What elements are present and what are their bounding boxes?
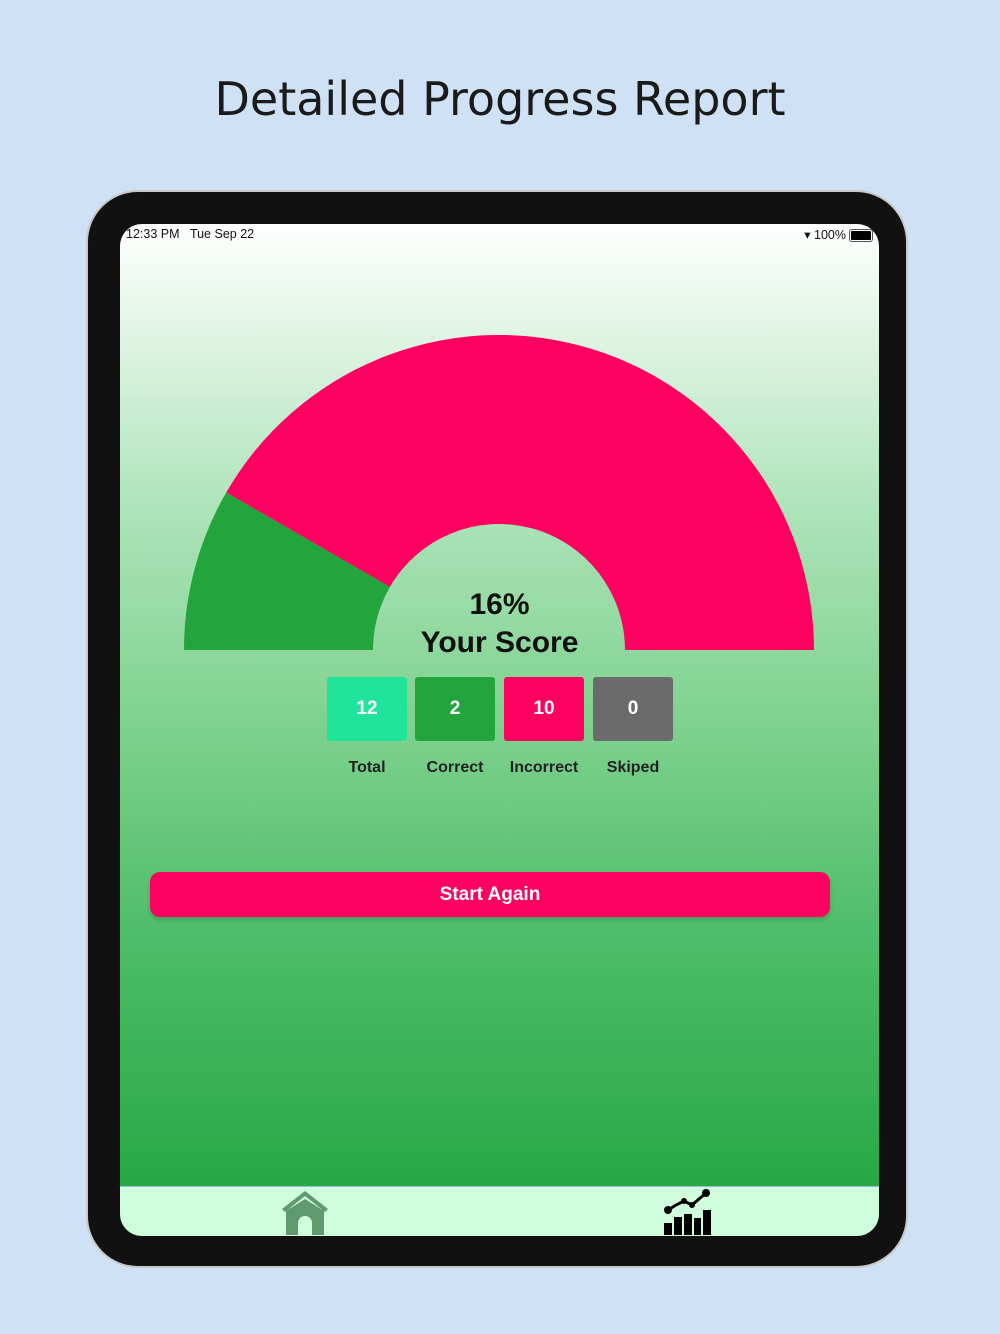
score-display: 16% Your Score <box>120 586 879 662</box>
home-icon[interactable] <box>280 1189 330 1235</box>
status-time: 12:33 PM <box>126 227 180 241</box>
page-title: Detailed Progress Report <box>214 72 786 126</box>
battery-percent: 100% <box>814 228 846 242</box>
chart-icon[interactable] <box>662 1189 714 1235</box>
gauge-incorrect-segment <box>226 335 814 650</box>
score-label: Your Score <box>420 626 579 659</box>
stat-incorrect-label: Incorrect <box>509 759 579 776</box>
score-gauge <box>184 335 814 650</box>
stat-total-label: Total <box>348 759 386 776</box>
stat-skipped-label: Skiped <box>606 759 660 776</box>
start-again-button[interactable]: Start Again <box>150 872 830 917</box>
stat-correct-box: 2 <box>415 677 495 741</box>
app-screen: 12:33 PM Tue Sep 22 ▾ 100% 16% Your Scor… <box>120 224 879 1236</box>
stat-total-box: 12 <box>327 677 407 741</box>
status-bar: 12:33 PM Tue Sep 22 ▾ 100% <box>126 227 873 243</box>
score-percent: 16% <box>469 588 530 621</box>
tab-bar <box>120 1186 879 1236</box>
stat-incorrect-box: 10 <box>504 677 584 741</box>
wifi-icon: ▾ <box>804 228 811 242</box>
battery-icon <box>849 229 873 243</box>
gauge-correct-segment <box>184 492 390 650</box>
stat-correct-label: Correct <box>426 759 484 776</box>
stat-skipped-box: 0 <box>593 677 673 741</box>
status-date: Tue Sep 22 <box>189 227 255 241</box>
